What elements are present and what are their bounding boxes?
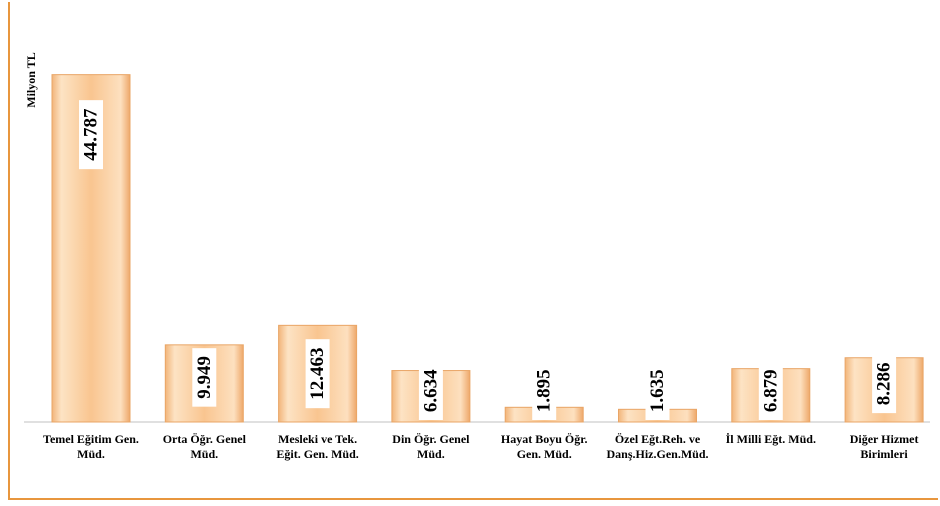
category-label-3: Din Öğr. Genel Müd.: [392, 432, 470, 461]
category-label-7: Diğer Hizmet Birimleri: [850, 432, 919, 461]
chart-frame: [8, 2, 938, 500]
category-label-5: Özel Eğt.Reh. ve Danş.Hiz.Gen.Müd.: [606, 432, 708, 461]
value-label-box-6: [758, 361, 783, 420]
value-label-box-2: [305, 339, 330, 409]
value-label-5: 1.635: [647, 369, 668, 412]
y-axis-label: Milyon TL: [24, 52, 38, 107]
value-label-4: 1.895: [534, 369, 555, 412]
category-label-6: İl Milli Eğt. Müd.: [726, 432, 816, 446]
category-label-2: Mesleki ve Tek. Eğit. Gen. Müd.: [276, 432, 358, 461]
bar-0: [51, 74, 131, 423]
value-label-box-0: [79, 100, 103, 170]
value-label-box-4: [532, 361, 557, 420]
category-label-4: Hayat Boyu Öğr. Gen. Müd.: [501, 432, 588, 461]
value-label-1: 9.949: [194, 356, 215, 399]
category-label-0: Temel Eğitim Gen. Müd.: [43, 432, 139, 461]
value-label-box-1: [192, 348, 217, 407]
value-label-7: 8.286: [874, 362, 895, 405]
value-label-box-7: [872, 354, 897, 414]
value-label-2: 12.463: [307, 348, 328, 400]
value-label-6: 6.879: [760, 369, 781, 412]
value-label-0: 44.787: [81, 108, 102, 161]
value-label-box-3: [418, 361, 443, 420]
value-label-box-5: [645, 361, 670, 420]
value-label-3: 6.634: [420, 369, 441, 412]
category-label-1: Orta Öğr. Genel Müd.: [163, 432, 247, 461]
